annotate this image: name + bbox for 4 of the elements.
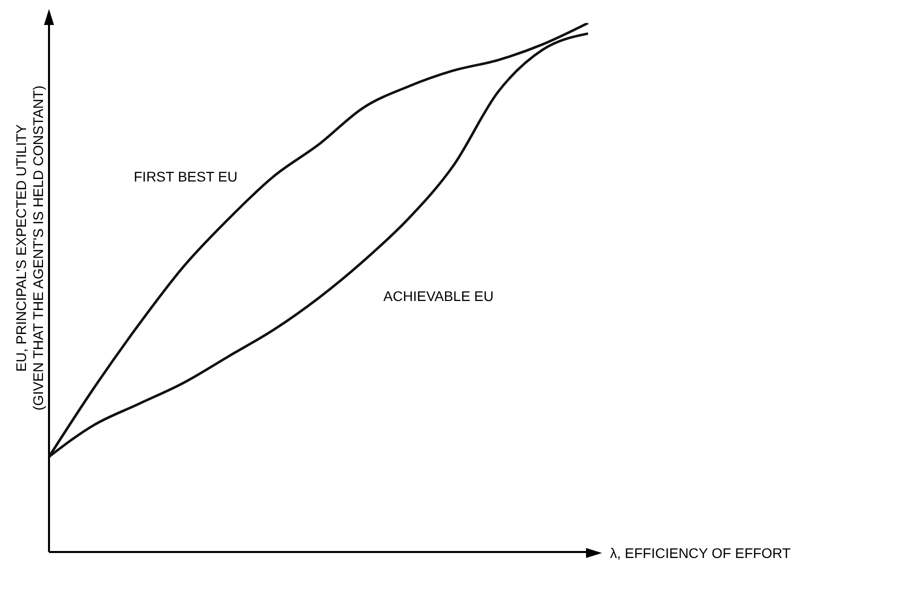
text: ACHIEVABLE EU bbox=[383, 288, 494, 304]
y-axis-title: EU, PRINCIPAL'S EXPECTED UTILITY (GIVEN THAT THE AGENT'S IS HELD CONSTANT) bbox=[13, 86, 46, 410]
x-axis-title: λ, EFFICIENCY OF EFFORT bbox=[610, 545, 792, 561]
series-label: FIRST BEST EU bbox=[134, 168, 238, 184]
